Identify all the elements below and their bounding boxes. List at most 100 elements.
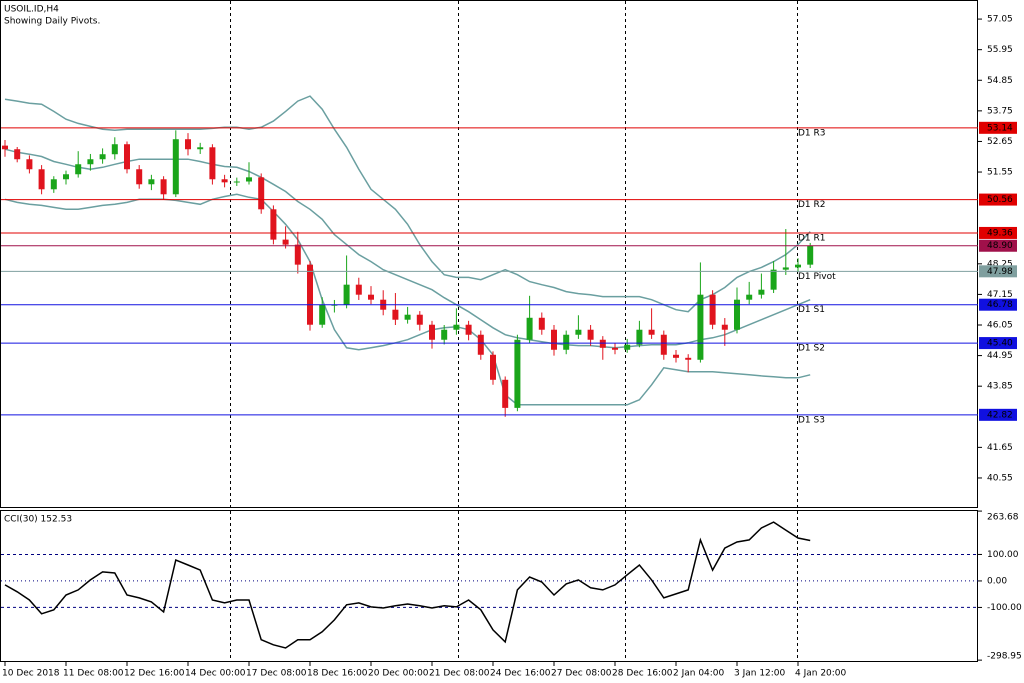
candle-body (453, 324, 460, 330)
y-tick-label: 41.65 (987, 443, 1013, 453)
candle-body (551, 329, 557, 350)
candle-body (734, 299, 740, 330)
candle-body (2, 145, 8, 150)
price-label-box (979, 337, 1017, 350)
candle-body (124, 144, 130, 170)
candle-body (282, 239, 289, 245)
y-tick-label: 46.05 (987, 321, 1013, 331)
cci-title: CCI(30) 152.53 (4, 515, 72, 525)
chart-subtitle: Showing Daily Pivots. (4, 17, 100, 27)
candle-body (807, 245, 814, 265)
candle-body (63, 174, 69, 180)
candle-body (648, 329, 655, 335)
price-label: 45.40 (987, 339, 1013, 349)
candle-body (416, 314, 423, 325)
candle-body (587, 329, 594, 340)
pivot-name: D1 Pivot (798, 272, 836, 282)
candle-body (246, 177, 252, 182)
candle-body (368, 294, 374, 300)
pivot-name: D1 R3 (798, 128, 826, 138)
candle-body (38, 169, 45, 190)
candle-body (111, 144, 118, 155)
price-label-box (979, 121, 1017, 134)
price-label-box (979, 193, 1017, 206)
candle-body (160, 179, 167, 195)
y-tick-label: 44.95 (987, 351, 1013, 361)
candle-body (660, 334, 667, 355)
candle-body (404, 314, 411, 320)
pivot-name: D1 S2 (798, 344, 825, 354)
cci-panel (0, 510, 978, 662)
x-tick-label: 3 Jan 12:00 (734, 669, 786, 679)
candle-body (148, 179, 155, 185)
candle-body (770, 269, 777, 290)
x-tick-label: 21 Dec 08:00 (429, 669, 490, 679)
candle-body (343, 284, 350, 305)
price-label-box (979, 239, 1017, 252)
candle-body (258, 177, 265, 210)
price-label: 46.78 (987, 300, 1013, 310)
candle-body (490, 354, 496, 380)
candle-body (294, 244, 301, 265)
x-tick-label: 2 Jan 04:00 (673, 669, 725, 679)
candle-body (697, 294, 704, 360)
candle-body (307, 264, 313, 325)
candle-body (575, 329, 582, 335)
candle-body (624, 344, 631, 350)
chart-title: USOIL.ID,H4 (4, 5, 59, 15)
candle-body (746, 294, 753, 300)
candle-body (197, 147, 204, 150)
x-tick-label: 20 Dec 00:00 (368, 669, 429, 679)
candle-body (185, 139, 191, 150)
candle-body (477, 334, 484, 355)
candle-body (26, 159, 33, 170)
candle-body (514, 339, 521, 408)
price-label-box (979, 298, 1017, 311)
candle-body (782, 267, 789, 270)
candle-body (392, 309, 399, 320)
candle-body (319, 304, 326, 325)
y-tick-label: 43.85 (987, 382, 1013, 392)
candle-body (172, 139, 179, 195)
y-tick-label: 53.75 (987, 106, 1013, 116)
cci-line (4, 521, 811, 649)
pivot-name: D1 S3 (798, 415, 825, 425)
pivot-name: D1 R2 (798, 200, 826, 210)
candle-body (612, 347, 618, 350)
y-tick-label: 57.05 (987, 15, 1013, 25)
candle-body (233, 181, 240, 183)
band-line (4, 95, 811, 313)
x-tick-label: 14 Dec 00:00 (185, 669, 246, 679)
candle-body (270, 209, 277, 240)
y-tick-label: -100.00 (987, 603, 1022, 613)
x-tick-label: 28 Dec 16:00 (612, 669, 673, 679)
y-tick-label: -298.95 (987, 652, 1022, 662)
price-label-box (979, 226, 1017, 239)
candle-body (50, 179, 57, 190)
y-tick-label: 51.55 (987, 168, 1013, 178)
candle-body (441, 329, 448, 340)
x-tick-label: 4 Jan 20:00 (795, 669, 847, 679)
candle-body (563, 334, 570, 350)
x-tick-label: 17 Dec 08:00 (246, 669, 307, 679)
candle-body (429, 324, 435, 340)
x-tick-label: 24 Dec 16:00 (490, 669, 551, 679)
price-label: 42.82 (987, 410, 1013, 420)
band-line (4, 193, 811, 406)
y-tick-label: 0.00 (987, 576, 1007, 586)
price-label: 47.98 (987, 267, 1013, 277)
candle-body (685, 357, 692, 360)
price-label: 49.36 (987, 228, 1013, 238)
y-tick-label: 40.55 (987, 473, 1013, 483)
x-tick-label: 11 Dec 08:00 (63, 669, 124, 679)
candle-body (136, 169, 143, 185)
y-tick-label: 55.95 (987, 45, 1013, 55)
candle-body (721, 324, 728, 330)
y-tick-label: 54.85 (987, 76, 1013, 86)
candle-body (209, 147, 216, 180)
pivot-name: D1 R1 (798, 233, 826, 243)
price-label: 50.56 (987, 195, 1013, 205)
candle-body (709, 294, 716, 325)
candle-body (465, 324, 472, 335)
